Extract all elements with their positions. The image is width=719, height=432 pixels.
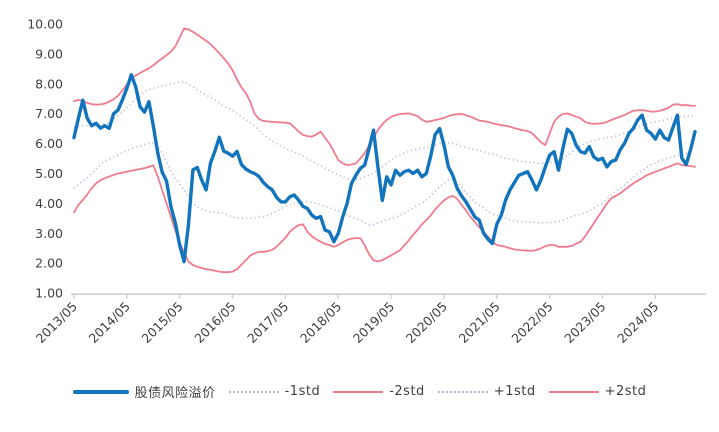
series-line-plus-2std (73, 27, 696, 167)
x-axis-tick-label: 2022/05 (508, 299, 555, 346)
y-axis-tick-label: 9.00 (35, 46, 63, 61)
x-axis-tick-label: 2016/05 (191, 299, 238, 346)
x-axis-tick-label: 2017/05 (244, 299, 291, 346)
legend: 股债风险溢价 -1std -2std +1std +2std (0, 382, 719, 401)
legend-label-plus-1std: +1std (493, 384, 536, 399)
x-axis-tick-label: 2013/05 (33, 299, 80, 346)
legend-swatch-minus-2std (333, 390, 384, 393)
x-axis-tick-label: 2021/05 (456, 299, 503, 346)
legend-swatch-plus-1std (437, 390, 488, 393)
legend-item-plus-1std: +1std (437, 384, 536, 399)
series-line-risk-premium (72, 73, 697, 264)
y-axis-tick-label: 10.00 (27, 17, 63, 32)
series-line-plus-1std (73, 80, 696, 181)
legend-label-minus-2std: -2std (389, 384, 425, 399)
x-axis-tick-label: 2024/05 (614, 299, 661, 346)
chart-canvas: 10.00 9.00 8.00 7.00 6.00 5.00 4.00 3.00 2.00 1.0… (27, 17, 706, 346)
x-axis-tick-label: 2020/05 (403, 299, 450, 346)
x-axis-tick-label: 2019/05 (350, 299, 397, 346)
y-axis-tick-label: 8.00 (35, 76, 63, 91)
y-axis-tick-label: 6.00 (35, 136, 63, 151)
legend-swatch-minus-1std (228, 390, 279, 393)
y-axis-tick-label: 2.00 (35, 256, 63, 271)
x-axis-tick-label: 2015/05 (138, 299, 185, 346)
y-axis-tick-label: 5.00 (35, 166, 63, 181)
legend-swatch-plus-2std (548, 390, 599, 393)
y-axis-tick-label: 3.00 (35, 226, 63, 241)
y-axis-tick-label: 7.00 (35, 106, 63, 121)
y-axis-tick-label: 1.00 (35, 286, 63, 301)
y-axis-tick-label: 4.00 (35, 196, 63, 211)
x-axis-tick-label: 2023/05 (561, 299, 608, 346)
legend-label-plus-2std: +2std (604, 384, 647, 399)
legend-item-risk-premium: 股债风险溢价 (72, 382, 216, 401)
legend-swatch-risk-premium (72, 389, 129, 394)
legend-label-risk-premium: 股债风险溢价 (134, 386, 216, 401)
legend-item-minus-1std: -1std (228, 384, 321, 399)
series-line-minus-1std (73, 141, 696, 226)
legend-item-minus-2std: -2std (333, 384, 425, 399)
legend-label-minus-1std: -1std (284, 384, 321, 399)
x-axis-tick-label: 2014/05 (86, 299, 133, 346)
x-axis-tick-label: 2018/05 (297, 299, 344, 346)
legend-item-plus-2std: +2std (548, 384, 647, 399)
